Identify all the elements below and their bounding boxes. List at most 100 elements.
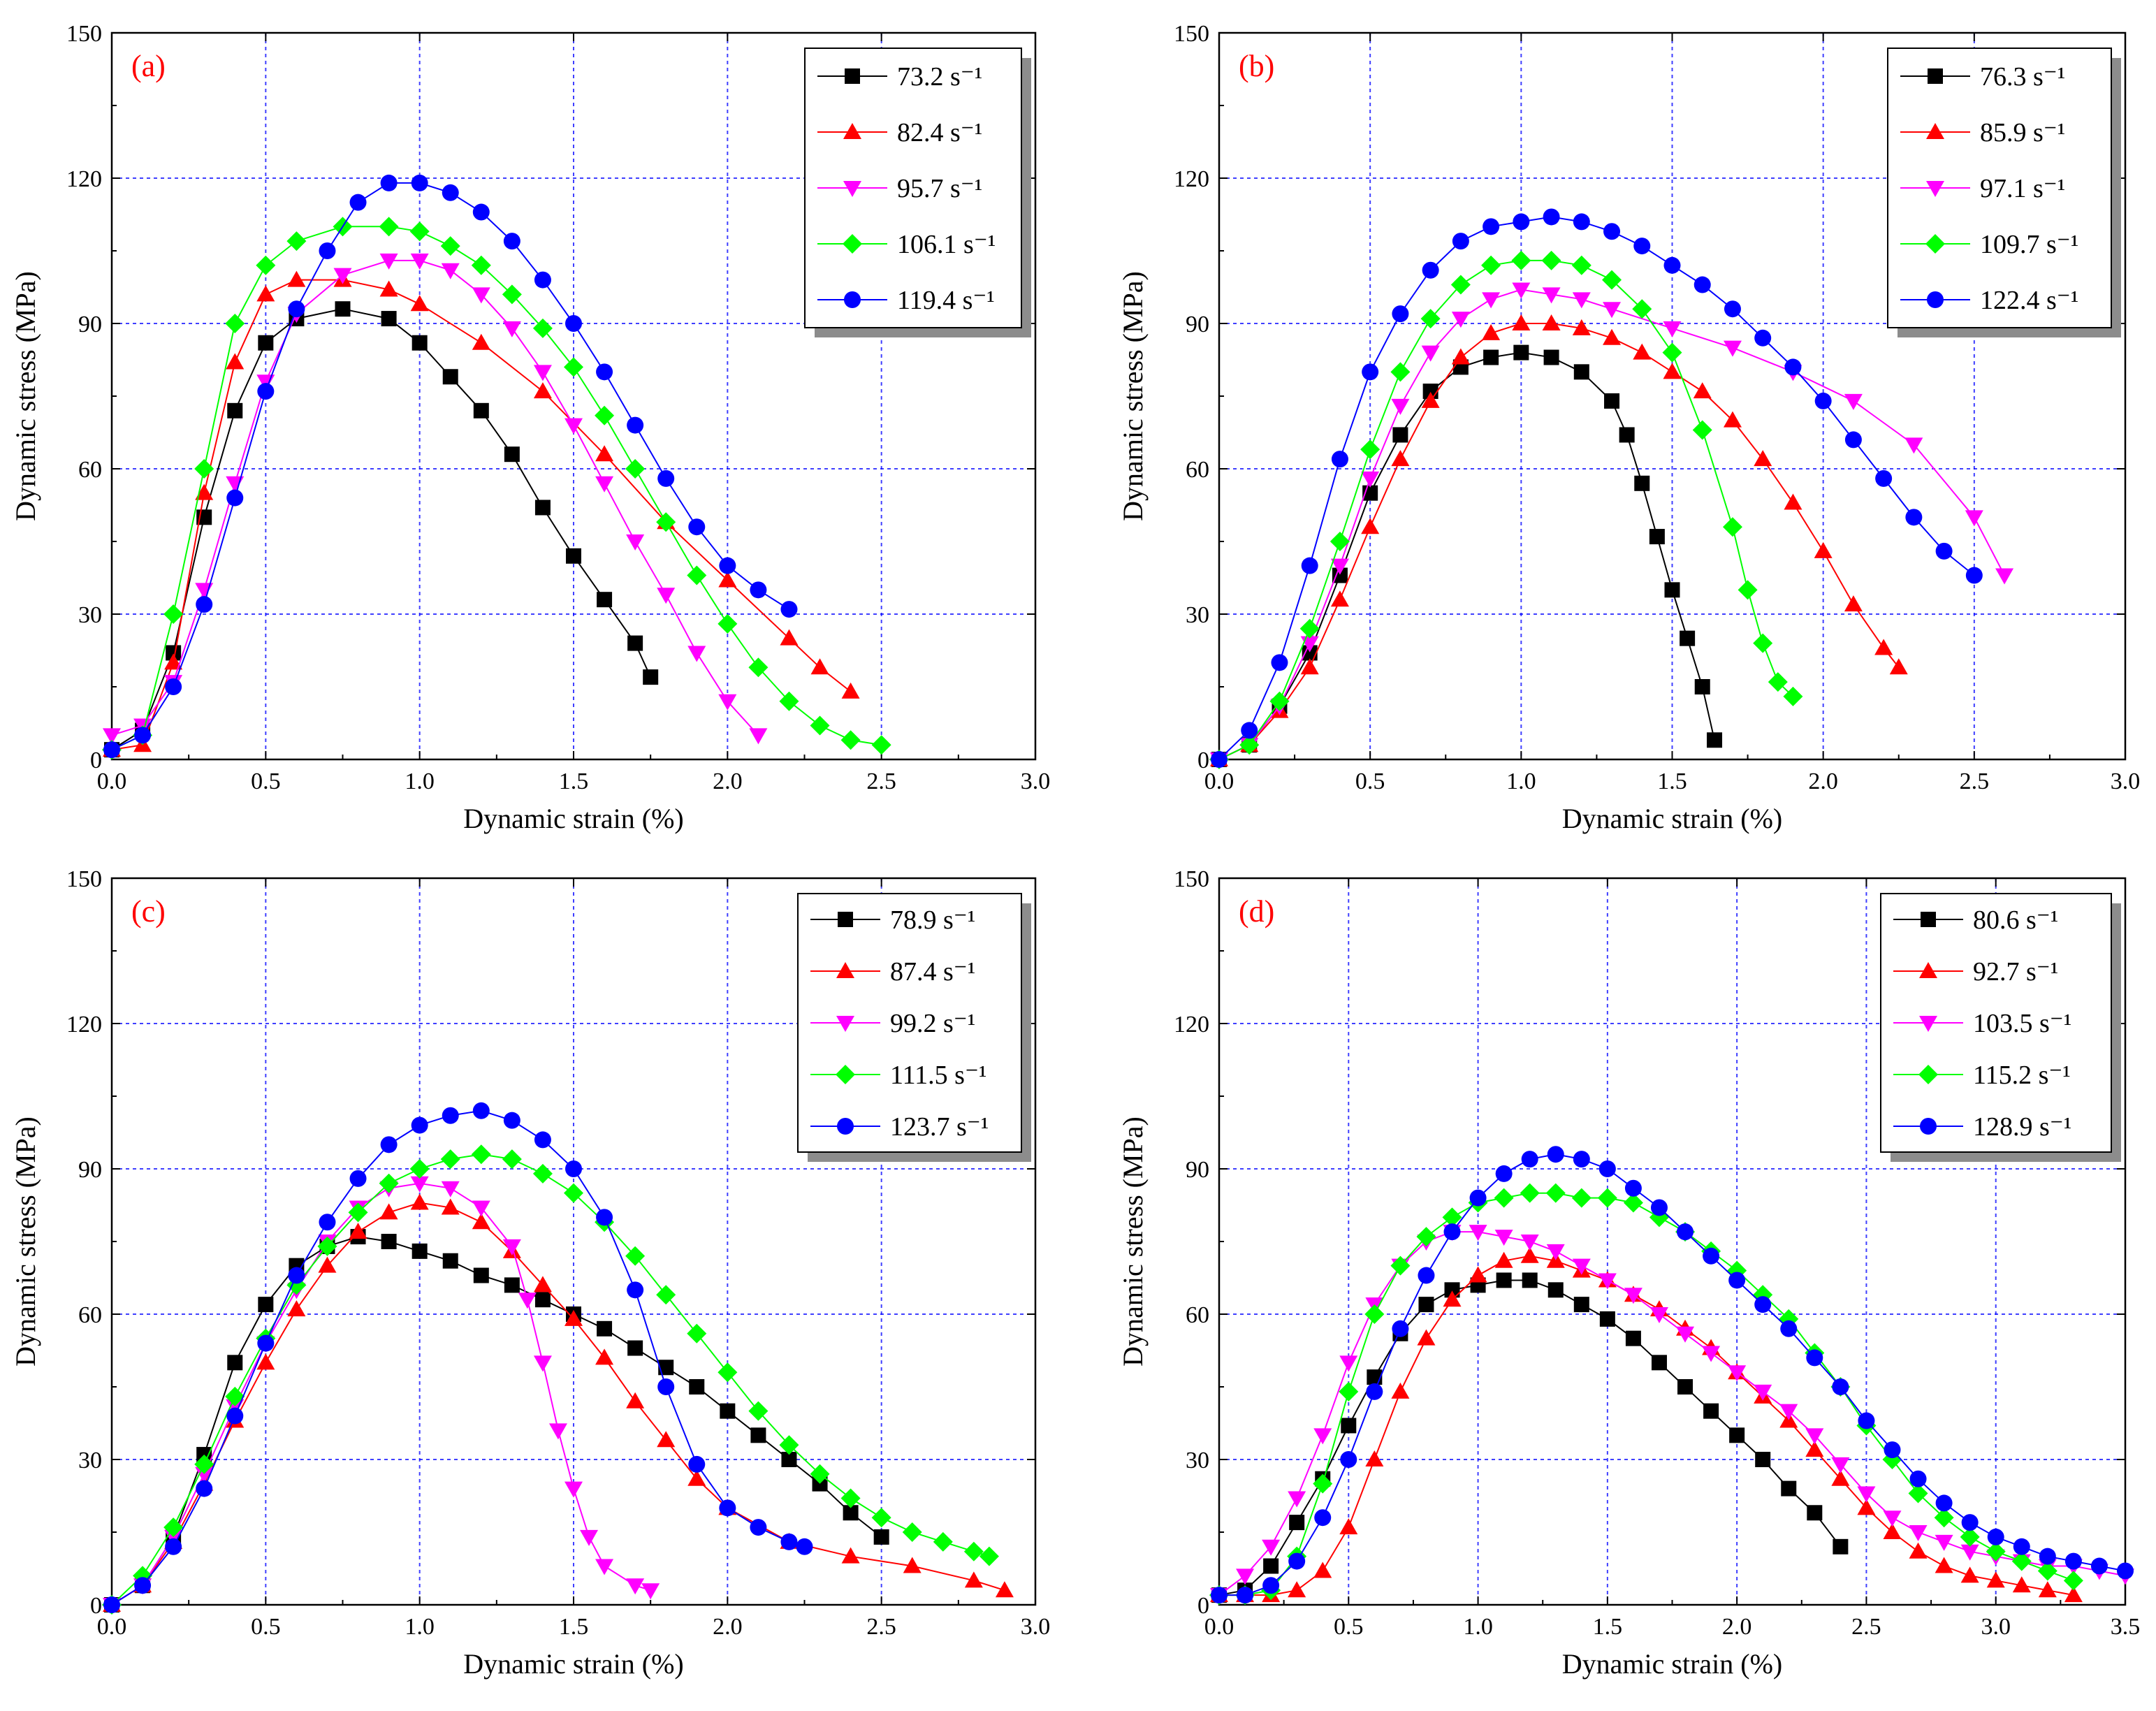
legend-label: 106.1 s⁻¹	[897, 230, 996, 259]
data-point	[1961, 1514, 1979, 1531]
series-line	[111, 226, 882, 751]
data-point	[472, 333, 490, 350]
data-point	[780, 601, 798, 618]
data-point	[379, 1173, 399, 1193]
data-point	[595, 405, 615, 425]
data-point	[1663, 363, 1682, 379]
legend-marker	[836, 1065, 855, 1084]
y-tick-label: 150	[1174, 21, 1209, 47]
data-point	[595, 1348, 614, 1365]
data-point	[1857, 1499, 1876, 1515]
data-series	[1209, 250, 1803, 769]
data-point	[1784, 358, 1802, 376]
data-series	[1211, 1146, 2134, 1604]
data-point	[1511, 250, 1531, 270]
y-tick-label: 60	[1186, 1302, 1209, 1328]
data-point	[1271, 654, 1288, 671]
data-point	[1494, 1188, 1514, 1208]
data-point	[194, 1454, 214, 1474]
y-axis-title: Dynamic stress (MPa)	[10, 271, 41, 521]
data-point	[1302, 645, 1318, 661]
data-point	[380, 174, 398, 191]
data-point	[1694, 276, 1711, 293]
data-point	[1677, 1223, 1694, 1241]
data-point	[1262, 1577, 1280, 1594]
data-point	[1366, 1383, 1383, 1400]
data-point	[1597, 1188, 1617, 1208]
data-point	[379, 217, 399, 237]
data-point	[2013, 1538, 2030, 1555]
data-point	[1874, 639, 1893, 655]
y-tick-label: 30	[1186, 1448, 1209, 1473]
data-point	[379, 1203, 398, 1220]
data-point	[1935, 1494, 1953, 1512]
data-point	[256, 255, 276, 275]
data-point	[409, 1159, 430, 1179]
data-point	[1723, 411, 1742, 428]
data-point	[1263, 1558, 1279, 1574]
data-point	[441, 1181, 460, 1197]
data-point	[287, 270, 306, 287]
data-point	[1288, 1581, 1306, 1598]
x-tick-label: 1.0	[1506, 769, 1536, 794]
data-point	[1541, 250, 1561, 270]
series-line	[111, 308, 652, 750]
data-point	[1738, 580, 1758, 600]
series-line	[1218, 323, 1900, 760]
data-point	[1572, 319, 1591, 335]
data-point	[1728, 1272, 1746, 1289]
data-point	[1728, 1365, 1747, 1382]
data-point	[533, 1276, 552, 1293]
data-point	[1512, 314, 1531, 330]
data-point	[258, 1297, 274, 1313]
data-point	[1547, 1146, 1564, 1163]
data-point	[810, 658, 829, 675]
data-point	[548, 1423, 567, 1440]
data-point	[718, 694, 737, 711]
x-tick-label: 0.0	[97, 769, 127, 794]
data-point	[502, 284, 522, 305]
data-point	[1236, 1568, 1255, 1585]
data-point	[964, 1571, 983, 1588]
data-point	[410, 1176, 429, 1193]
data-point	[1814, 541, 1833, 558]
x-tick-label: 3.0	[1981, 1614, 2011, 1640]
data-point	[1330, 590, 1349, 607]
data-point	[164, 653, 183, 670]
panel-label: (c)	[131, 894, 166, 929]
data-point	[1483, 218, 1500, 235]
data-point	[472, 1200, 490, 1217]
data-point	[1573, 213, 1590, 231]
data-point	[258, 335, 274, 351]
legend-marker	[844, 291, 861, 308]
x-tick-label: 1.5	[559, 769, 589, 794]
data-point	[411, 174, 428, 191]
series-line	[1218, 1279, 1842, 1596]
data-point	[471, 1144, 491, 1165]
data-point	[1520, 1246, 1539, 1263]
data-point	[657, 469, 675, 487]
data-point	[502, 1239, 521, 1255]
data-point	[502, 321, 521, 337]
data-point	[564, 357, 583, 377]
data-point	[195, 1466, 214, 1483]
y-tick-label: 30	[78, 1448, 102, 1473]
data-point	[1545, 1183, 1566, 1203]
x-tick-label: 0.5	[1355, 769, 1385, 794]
legend-label: 119.4 s⁻¹	[897, 286, 995, 315]
data-point	[1904, 437, 1923, 454]
data-point	[1831, 1457, 1850, 1473]
data-point	[1806, 1349, 1823, 1367]
data-point	[1452, 233, 1469, 250]
data-point	[504, 1277, 520, 1293]
data-point	[1330, 558, 1349, 575]
data-point	[1995, 568, 2014, 585]
legend-label: 111.5 s⁻¹	[890, 1061, 986, 1090]
data-point	[473, 1267, 489, 1283]
legend-label: 109.7 s⁻¹	[1980, 230, 2078, 259]
data-series	[1211, 344, 1723, 767]
data-point	[1482, 323, 1501, 340]
data-point	[657, 1431, 676, 1448]
legend-label: 92.7 s⁻¹	[1973, 957, 2058, 986]
data-point	[595, 476, 614, 493]
